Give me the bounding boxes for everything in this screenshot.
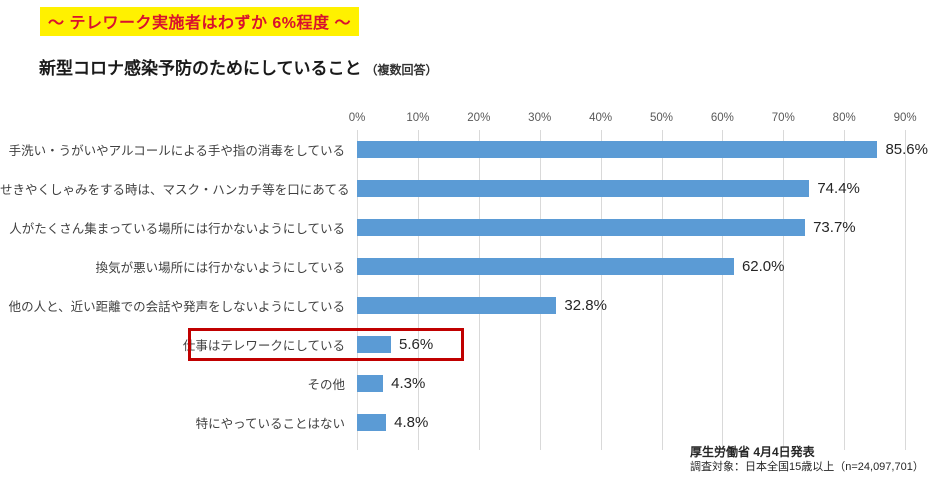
value-label: 74.4% (817, 180, 860, 197)
x-tick-label: 80% (832, 112, 856, 124)
source-target: 調査対象：日本全国15歳以上（n=24,097,701） (690, 461, 924, 474)
category-label: 仕事はテレワークにしている (182, 339, 345, 353)
chart-row: せきやくしゃみをする時は、マスク・ハンカチ等を口にあてる 74.4% (0, 169, 951, 208)
value-label: 4.3% (391, 375, 426, 392)
category-label: 手洗い・うがいやアルコールによる手や指の消毒をしている (8, 144, 345, 158)
bar-track: 32.8% (357, 286, 951, 325)
x-tick-label: 40% (589, 112, 613, 124)
bar (357, 180, 810, 197)
bar-track: 5.6% (357, 325, 951, 364)
x-tick-label: 0% (348, 112, 366, 124)
bar (357, 375, 384, 392)
bar (357, 414, 387, 431)
gridline (539, 130, 541, 450)
value-label: 4.8% (394, 414, 429, 431)
gridline (600, 130, 602, 450)
source-publisher: 厚生労働省 4月4日発表 (690, 445, 815, 459)
x-axis-ticks: 0% 10% 20% 30% 40% 50% 60% 70% 80% 90% (0, 110, 951, 130)
bar-track: 85.6% (357, 130, 951, 169)
x-tick-label: 10% (406, 112, 430, 124)
bar-track: 74.4% (357, 169, 951, 208)
headline-text: 〜 テレワーク実施者はわずか 6%程度 〜 (40, 7, 359, 36)
plot-area: 手洗い・うがいやアルコールによる手や指の消毒をしている 85.6% せきやくしゃみを… (0, 130, 951, 450)
x-tick-label: 20% (467, 112, 491, 124)
chart-title-suffix: （複数回答） (365, 63, 438, 77)
chart-rows: 手洗い・うがいやアルコールによる手や指の消毒をしている 85.6% せきやくしゃみを… (0, 130, 951, 442)
bar (357, 141, 878, 158)
category-label: 他の人と、近い距離での会話や発声をしないようにしている (8, 300, 345, 314)
bar (357, 336, 392, 353)
x-tick-label: 60% (710, 112, 734, 124)
gridline (905, 130, 907, 450)
bar-chart: 0% 10% 20% 30% 40% 50% 60% 70% 80% 90% 手洗い・うがいやアル… (0, 110, 951, 450)
gridline (478, 130, 480, 450)
x-tick-label: 70% (771, 112, 795, 124)
value-label: 62.0% (741, 258, 785, 275)
chart-title: 新型コロナ感染予防のためにしていること （複数回答） (39, 54, 438, 79)
category-label: その他 (307, 378, 345, 392)
bar (357, 297, 557, 314)
chart-row: 手洗い・うがいやアルコールによる手や指の消毒をしている 85.6% (0, 130, 951, 169)
bar-track: 62.0% (357, 247, 951, 286)
bar-track: 4.8% (357, 403, 951, 442)
chart-row: 仕事はテレワークにしている 5.6% (0, 325, 951, 364)
chart-row: 人がたくさん集まっている場所には行かないようにしている 73.7% (0, 208, 951, 247)
x-tick-label: 50% (649, 112, 674, 124)
gridline (661, 130, 663, 450)
x-tick-label: 90% (893, 112, 917, 124)
bar-track: 73.7% (357, 208, 951, 247)
category-label: 換気が悪い場所には行かないようにしている (95, 261, 345, 275)
chart-row: 換気が悪い場所には行かないようにしている 62.0% (0, 247, 951, 286)
value-label: 5.6% (399, 336, 434, 353)
chart-row: 他の人と、近い距離での会話や発声をしないようにしている 32.8% (0, 286, 951, 325)
value-label: 32.8% (564, 297, 607, 314)
bar-track: 4.3% (357, 364, 951, 403)
chart-row: 特にやっていることはない 4.8% (0, 403, 951, 442)
x-tick-label: 30% (528, 112, 552, 124)
source-note: 厚生労働省 4月4日発表 調査対象：日本全国15歳以上（n=24,097,701… (690, 444, 924, 475)
category-label: 人がたくさん集まっている場所には行かないようにしている (9, 222, 345, 236)
bar (357, 219, 806, 236)
gridline (844, 130, 846, 450)
chart-row: その他 4.3% (0, 364, 951, 403)
category-label: せきやくしゃみをする時は、マスク・ハンカチ等を口にあてる (0, 183, 350, 197)
gridline (783, 130, 785, 450)
gridline (357, 130, 358, 450)
chart-title-text: 新型コロナ感染予防のためにしていること (39, 59, 362, 78)
category-label: 特にやっていることはない (195, 417, 345, 431)
gridline (417, 130, 419, 450)
value-label: 85.6% (885, 141, 928, 158)
bar (357, 258, 734, 275)
value-label: 73.7% (813, 219, 856, 236)
headline-banner: 〜 テレワーク実施者はわずか 6%程度 〜 (40, 7, 359, 36)
gridline (722, 130, 724, 450)
